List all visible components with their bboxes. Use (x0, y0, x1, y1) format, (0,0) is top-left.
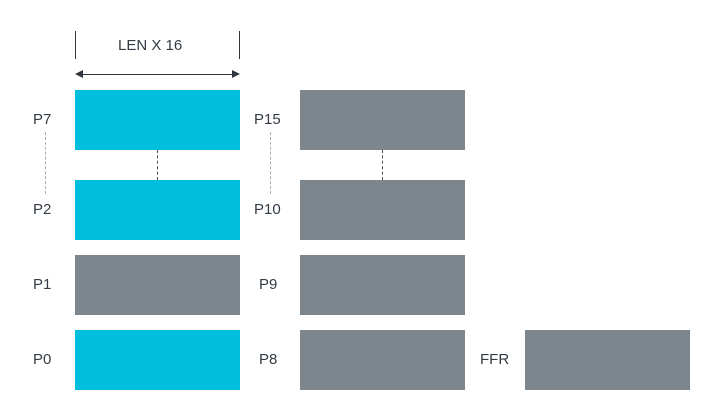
dimension-arrow-line (80, 74, 234, 75)
register-block-ffr (525, 330, 690, 390)
dimension-label: LEN X 16 (118, 37, 183, 54)
register-label-p2: P2 (33, 201, 52, 218)
register-block-p2 (75, 180, 240, 240)
register-label-p1: P1 (33, 276, 52, 293)
dimension-left-tick (75, 31, 76, 59)
left-labels-ellipsis-dash (45, 132, 46, 194)
register-block-p8 (300, 330, 465, 390)
register-block-p10 (300, 180, 465, 240)
left-blocks-ellipsis-dash (157, 150, 158, 180)
register-block-p0 (75, 330, 240, 390)
register-label-p7: P7 (33, 111, 52, 128)
register-label-p0: P0 (33, 351, 52, 368)
register-label-p9: P9 (259, 276, 278, 293)
dimension-arrow-right-head (232, 70, 240, 78)
middle-labels-ellipsis-dash (270, 132, 271, 194)
register-block-p1 (75, 255, 240, 315)
register-block-p9 (300, 255, 465, 315)
middle-blocks-ellipsis-dash (382, 150, 383, 180)
register-label-ffr: FFR (480, 351, 510, 368)
register-block-p7 (75, 90, 240, 150)
register-label-p15: P15 (254, 111, 281, 128)
dimension-right-tick (239, 31, 240, 59)
dimension-arrow-left-head (75, 70, 83, 78)
register-label-p10: P10 (254, 201, 281, 218)
register-label-p8: P8 (259, 351, 278, 368)
register-block-p15 (300, 90, 465, 150)
